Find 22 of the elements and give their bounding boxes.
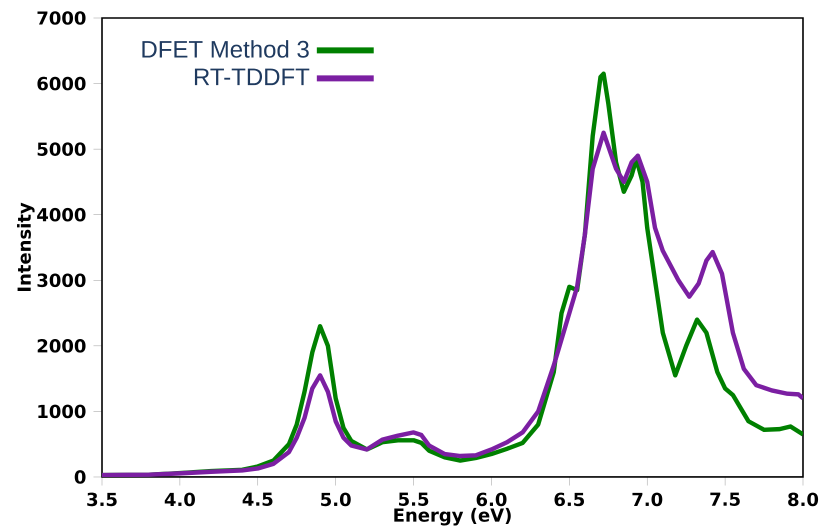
y-tick-label: 1000: [38, 404, 86, 418]
y-tick-label: 0: [74, 470, 86, 484]
x-tick-label: 4.5: [242, 492, 272, 506]
legend-label: DFET Method 3: [142, 40, 309, 58]
legend-label: RT-TDDFT: [194, 68, 310, 86]
y-tick-label: 3000: [38, 273, 86, 288]
x-tick-label: 7.5: [710, 492, 740, 506]
x-tick-label: 3.5: [87, 492, 117, 506]
x-tick-label: 4.0: [164, 492, 195, 506]
x-tick-label: 6.5: [554, 492, 584, 506]
y-tick-label: 2000: [38, 339, 86, 353]
y-axis-title: Intensity: [17, 202, 35, 292]
y-tick-label: 7000: [38, 11, 86, 25]
y-tick-label: 5000: [38, 142, 86, 156]
y-tick-label: 6000: [37, 76, 86, 90]
x-tick-label: 6.0: [476, 492, 507, 506]
y-tick-label: 4000: [37, 208, 86, 222]
x-tick-label: 5.0: [321, 492, 351, 506]
x-tick-label: 5.5: [398, 492, 428, 506]
x-tick-label: 8.0: [788, 492, 818, 506]
x-axis-title: Energy (eV): [394, 508, 511, 526]
x-tick-label: 7.0: [632, 492, 662, 506]
